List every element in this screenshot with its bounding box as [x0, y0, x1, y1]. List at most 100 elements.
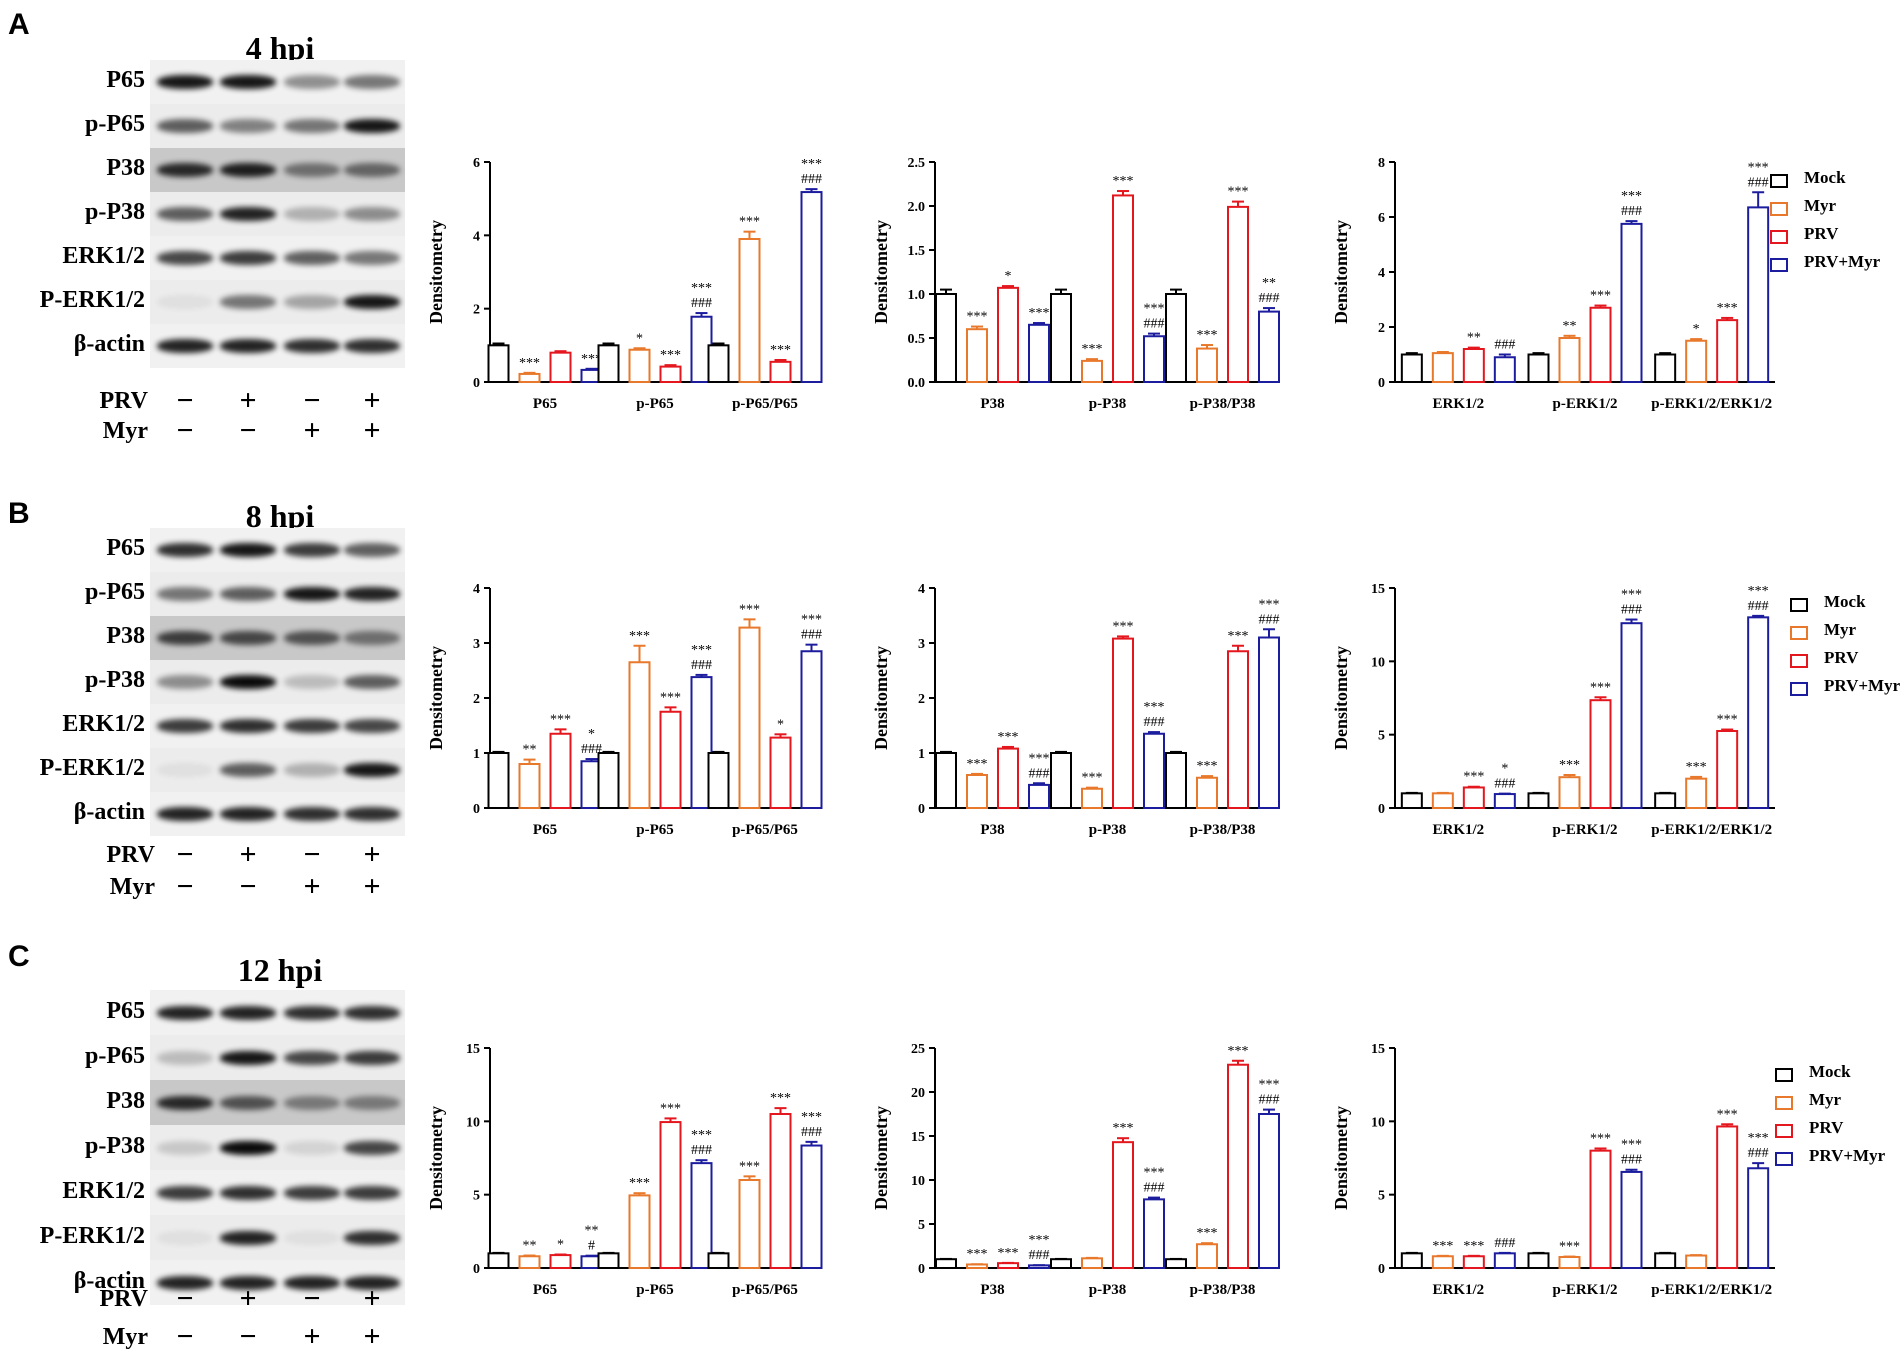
bar — [769, 1113, 792, 1269]
significance-label: *** — [1197, 759, 1218, 774]
significance-label: ### — [1748, 175, 1769, 190]
bar — [518, 1255, 541, 1269]
bar — [1685, 1254, 1708, 1270]
blot-row — [150, 1215, 405, 1260]
significance-label: *** — [1559, 1240, 1580, 1255]
significance-label: *** — [770, 1091, 791, 1106]
bar — [1589, 306, 1612, 383]
bar — [1028, 783, 1050, 809]
protein-band — [157, 207, 213, 221]
significance-label: * — [1693, 322, 1700, 337]
x-tick-label: P65 — [533, 1282, 557, 1298]
blot-row-label: p-P38 — [85, 1132, 145, 1159]
protein-band — [344, 1140, 400, 1155]
bar — [1716, 1125, 1739, 1270]
significance-label: ### — [801, 628, 822, 643]
y-tick-label: 0 — [918, 1262, 925, 1277]
protein-band — [344, 719, 400, 733]
legend-label: Myr — [1824, 620, 1857, 639]
blot-row — [150, 792, 405, 836]
y-tick-label: 0 — [1378, 376, 1385, 391]
bar — [1493, 1252, 1516, 1269]
protein-band — [157, 675, 213, 689]
y-tick-label: 4 — [1378, 266, 1385, 281]
treatment-sign: − — [303, 384, 321, 417]
blot-row-label: p-P65 — [85, 579, 145, 605]
significance-label: ** — [1563, 319, 1577, 334]
y-tick-label: 0 — [1378, 1262, 1385, 1277]
blot-row — [150, 1035, 405, 1080]
x-tick-label: ERK1/2 — [1432, 822, 1484, 838]
significance-label: * — [557, 1238, 564, 1253]
y-axis-label: Densitometry — [871, 1106, 891, 1210]
legend-label: Mock — [1824, 592, 1866, 611]
y-tick-label: 15 — [1371, 582, 1385, 597]
bar — [518, 763, 541, 809]
protein-band — [220, 675, 276, 689]
protein-band — [157, 587, 213, 601]
bar — [1747, 206, 1770, 383]
bar — [518, 372, 541, 384]
legend-swatch — [1770, 258, 1788, 272]
significance-label: ### — [801, 1125, 822, 1140]
bar — [1112, 1141, 1134, 1269]
y-tick-label: 10 — [1371, 1115, 1385, 1130]
protein-band — [284, 1005, 340, 1020]
y-tick-label: 2.0 — [908, 200, 926, 215]
protein-band — [157, 1230, 213, 1245]
significance-label: *** — [1717, 301, 1738, 316]
bar — [1589, 1149, 1612, 1269]
bar — [769, 736, 792, 810]
y-tick-label: 2.5 — [908, 156, 926, 171]
protein-band — [157, 1140, 213, 1155]
y-tick-label: 15 — [911, 1130, 925, 1145]
significance-label: ### — [1621, 1153, 1642, 1168]
bar — [1050, 1258, 1072, 1269]
blot-row — [150, 1125, 405, 1170]
bar — [1081, 1257, 1103, 1270]
legend-swatch — [1770, 174, 1788, 188]
blot-row — [150, 572, 405, 616]
bar — [1143, 335, 1165, 384]
bar-chart: 01234Densitometry******###P65*********##… — [426, 582, 823, 838]
significance-label: *** — [1463, 770, 1484, 785]
bar — [1558, 776, 1581, 809]
blot-row-label: P65 — [106, 67, 145, 93]
legend-label: Myr — [1804, 196, 1837, 215]
significance-label: *** — [691, 1128, 712, 1143]
protein-band — [220, 1230, 276, 1245]
legend-label: Mock — [1804, 168, 1846, 187]
protein-band — [284, 543, 340, 557]
treatment-sign: − — [303, 838, 321, 871]
protein-band — [284, 119, 340, 133]
protein-band — [284, 719, 340, 733]
bar — [1258, 636, 1280, 809]
protein-band — [220, 587, 276, 601]
significance-label: *** — [739, 602, 760, 617]
protein-band — [220, 1050, 276, 1065]
x-tick-label: ERK1/2 — [1432, 396, 1484, 412]
y-axis-label: Densitometry — [426, 646, 446, 750]
legend-label: PRV+Myr — [1824, 676, 1901, 695]
legend-label: PRV+Myr — [1804, 252, 1881, 271]
treatment-label: Myr — [102, 418, 148, 444]
significance-label: ** — [523, 1239, 537, 1254]
bar — [1654, 1252, 1677, 1269]
significance-label: *** — [1559, 758, 1580, 773]
blot-row-label: β-actin — [73, 331, 145, 357]
treatment-sign: + — [363, 838, 381, 871]
bar — [1620, 222, 1643, 383]
bar — [738, 626, 761, 809]
significance-label: *** — [1463, 1239, 1484, 1254]
treatment-sign: + — [363, 870, 381, 903]
bar — [1227, 1063, 1249, 1269]
bar — [1462, 348, 1485, 383]
protein-band — [157, 251, 213, 265]
treatment-sign: + — [239, 838, 257, 871]
significance-label: ** — [585, 1224, 599, 1239]
protein-band — [157, 1005, 213, 1020]
bar — [1196, 347, 1218, 383]
bar — [628, 1194, 651, 1269]
legend-label: Myr — [1809, 1090, 1842, 1109]
